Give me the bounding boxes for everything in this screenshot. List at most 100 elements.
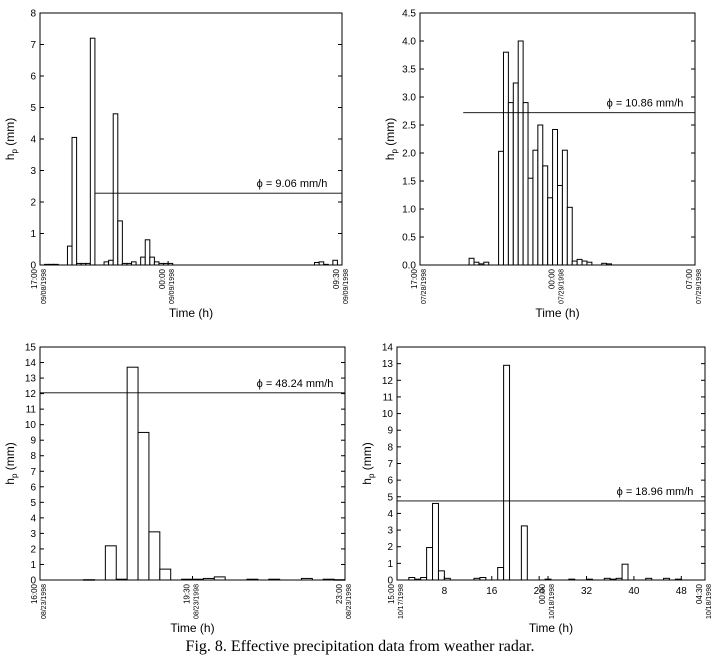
bar — [502, 51, 509, 266]
y-tick-label: 2.5 — [402, 121, 416, 132]
y-tick-label: 4.0 — [402, 37, 416, 48]
bar — [432, 502, 439, 581]
y-tick-label: 5 — [30, 103, 36, 114]
y-tick-label: 0 — [30, 261, 36, 272]
y-tick-label: 8 — [387, 442, 393, 453]
y-tick-label: 14 — [382, 343, 394, 354]
bar — [522, 102, 529, 266]
bar — [104, 545, 117, 581]
y-tick-label: 3.0 — [402, 93, 416, 104]
bar — [581, 260, 588, 266]
bar — [552, 128, 559, 266]
bar — [149, 256, 155, 266]
time-tick-label: 09:30 — [332, 268, 341, 289]
bar — [520, 525, 528, 581]
date-tick-label: 08/23/1998 — [346, 584, 353, 619]
bar — [71, 136, 78, 266]
bar — [517, 40, 524, 266]
bar — [148, 531, 161, 581]
bar — [468, 257, 475, 266]
bar — [547, 197, 554, 266]
y-tick-label: 7 — [30, 40, 36, 51]
y-tick-label: 2 — [30, 544, 36, 555]
bar — [503, 364, 511, 581]
y-tick-label: 3.5 — [402, 65, 416, 76]
date-tick-label: 07/28/1998 — [421, 269, 428, 304]
bar — [117, 220, 123, 266]
phi-label: ϕ = 9.06 mm/h — [257, 178, 328, 190]
x-tick-label: 48 — [676, 586, 688, 597]
date-tick-label: 09/09/1998 — [169, 269, 176, 304]
date-tick-label: 10/18/1998 — [549, 584, 556, 619]
y-tick-label: 0.0 — [402, 261, 416, 272]
y-tick-label: 4 — [30, 513, 36, 524]
bar — [112, 113, 119, 266]
time-tick-label: 17:00 — [30, 268, 39, 289]
bar — [498, 150, 504, 266]
bar — [527, 177, 534, 266]
plot-frame — [39, 12, 343, 266]
y-tick-label: 1.0 — [402, 205, 416, 216]
y-tick-label: 12 — [25, 389, 37, 400]
y-axis-label: hp (mm) — [360, 442, 376, 484]
y-tick-label: 6 — [30, 482, 36, 493]
y-tick-label: 1 — [387, 559, 393, 570]
time-tick-label: 00:00 — [158, 268, 167, 289]
y-tick-label: 8 — [30, 9, 36, 20]
y-axis-label: hp (mm) — [383, 118, 399, 160]
bar — [557, 184, 563, 266]
bar — [66, 245, 73, 266]
y-tick-label: 3 — [30, 529, 36, 540]
y-tick-label: 10 — [25, 420, 37, 431]
bar — [507, 102, 514, 266]
x-tick-label: 8 — [442, 586, 448, 597]
bar — [512, 82, 519, 266]
time-tick-label: 15:00 — [387, 583, 396, 604]
time-tick-label: 07:00 — [685, 268, 694, 289]
chart-panel-2: ϕ = 10.86 mm/h 0.0 0.5 1.0 1.5 2.0 2.5 3.0 3.5 4.… — [383, 9, 703, 321]
x-axis-label: Time (h) — [529, 621, 573, 635]
chart-panel-1: ϕ = 9.06 mm/h 0 1 2 3 4 5 6 7 8 hp (mm) 17:00 09/08/… — [3, 9, 350, 321]
time-tick-label: 16:00 — [30, 583, 39, 604]
bar — [159, 568, 172, 581]
phi-label: ϕ = 48.24 mm/h — [257, 378, 334, 390]
date-tick-label: 08/23/1998 — [194, 584, 201, 619]
bar — [621, 563, 629, 581]
x-axis-label: Time (h) — [170, 621, 214, 635]
date-tick-label: 10/17/1998 — [398, 584, 405, 619]
bar — [89, 37, 96, 266]
y-tick-label: 0 — [30, 576, 36, 587]
y-tick-label: 7 — [387, 459, 393, 470]
y-tick-label: 3 — [387, 526, 393, 537]
y-tick-label: 2 — [30, 198, 36, 209]
y-tick-label: 0.5 — [402, 233, 416, 244]
y-tick-label: 5 — [30, 498, 36, 509]
bar — [571, 260, 578, 266]
y-tick-label: 4 — [30, 135, 36, 146]
phi-label: ϕ = 18.96 mm/h — [617, 486, 694, 498]
time-tick-label: 17:00 — [410, 268, 419, 289]
bar — [437, 570, 445, 581]
date-tick-label: 07/29/1998 — [696, 269, 703, 304]
y-tick-label: 3 — [30, 166, 36, 177]
bar — [542, 165, 549, 266]
plot-frame — [396, 346, 706, 581]
y-tick-label: 10 — [382, 409, 394, 420]
y-tick-label: 1 — [30, 229, 36, 240]
y-tick-label: 6 — [387, 476, 393, 487]
date-tick-label: 09/08/1998 — [41, 269, 48, 304]
time-tick-label: 00:00 — [548, 268, 557, 289]
date-tick-label: 09/09/1998 — [343, 269, 350, 304]
x-tick-label: 16 — [486, 586, 498, 597]
x-tick-label: 32 — [581, 586, 593, 597]
bar — [576, 258, 583, 266]
phi-label: ϕ = 10.86 mm/h — [607, 98, 684, 110]
y-tick-label: 9 — [387, 426, 393, 437]
y-tick-label: 15 — [25, 343, 37, 354]
bar — [126, 366, 139, 581]
y-tick-label: 2.0 — [402, 149, 416, 160]
bar — [332, 259, 338, 266]
